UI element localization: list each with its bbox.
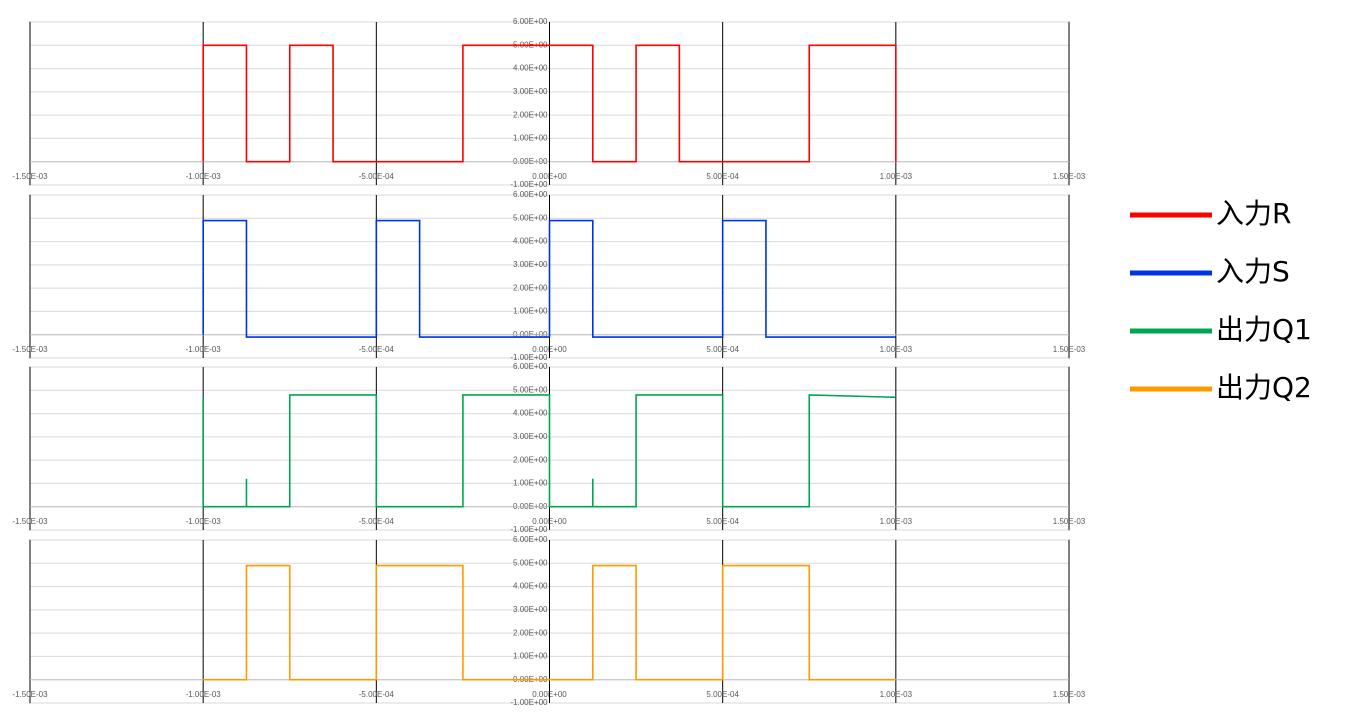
y-tick-label: 3.00E+00 <box>513 87 548 96</box>
x-tick-label: -5.00E-04 <box>359 172 395 181</box>
x-tick-label: -1.50E-03 <box>12 345 48 354</box>
y-tick-label: -1.00E+00 <box>510 180 548 189</box>
y-tick-label: 1.00E+00 <box>513 652 548 661</box>
x-tick-label: 1.00E-03 <box>880 345 913 354</box>
y-tick-label: 5.00E+00 <box>513 213 548 222</box>
legend-label: 入力S <box>1216 255 1290 288</box>
x-tick-label: 5.00E-04 <box>706 690 739 699</box>
x-tick-label: -1.50E-03 <box>12 517 48 526</box>
y-tick-label: 5.00E+00 <box>513 385 548 394</box>
y-tick-label: 4.00E+00 <box>513 64 548 73</box>
x-tick-label: 1.50E-03 <box>1053 517 1086 526</box>
series-line <box>202 44 897 163</box>
x-tick-label: 1.00E-03 <box>880 517 913 526</box>
legend-label: 出力Q2 <box>1216 371 1312 404</box>
y-tick-label: 4.00E+00 <box>513 409 548 418</box>
y-tick-label: 2.00E+00 <box>513 283 548 292</box>
x-tick-label: 1.00E-03 <box>880 172 913 181</box>
y-tick-label: 2.00E+00 <box>513 628 548 637</box>
y-tick-label: 5.00E+00 <box>513 558 548 567</box>
x-tick-label: 1.00E-03 <box>880 690 913 699</box>
y-tick-label: 3.00E+00 <box>513 432 548 441</box>
x-tick-label: -1.00E-03 <box>186 172 222 181</box>
y-tick-label: 4.00E+00 <box>513 582 548 591</box>
x-tick-label: -1.50E-03 <box>12 172 48 181</box>
y-tick-label: -1.00E+00 <box>510 353 548 362</box>
x-tick-label: -1.50E-03 <box>12 690 48 699</box>
y-tick-label: -1.00E+00 <box>510 525 548 534</box>
y-tick-label: 2.00E+00 <box>513 110 548 119</box>
x-tick-label: -1.00E-03 <box>186 517 222 526</box>
x-tick-label: -5.00E-04 <box>359 517 395 526</box>
x-tick-label: 1.50E-03 <box>1053 345 1086 354</box>
x-tick-label: 1.50E-03 <box>1053 172 1086 181</box>
y-tick-label: 3.00E+00 <box>513 605 548 614</box>
y-tick-label: 3.00E+00 <box>513 260 548 269</box>
series-line <box>202 219 896 338</box>
y-tick-label: 4.00E+00 <box>513 237 548 246</box>
x-tick-label: -5.00E-04 <box>359 345 395 354</box>
x-tick-label: 5.00E-04 <box>706 345 739 354</box>
x-tick-label: -5.00E-04 <box>359 690 395 699</box>
series-line <box>203 564 896 681</box>
x-tick-label: 1.50E-03 <box>1053 690 1086 699</box>
y-tick-label: 1.00E+00 <box>513 479 548 488</box>
x-tick-label: 5.00E-04 <box>706 517 739 526</box>
y-tick-label: -1.00E+00 <box>510 698 548 707</box>
y-tick-label: 2.00E+00 <box>513 455 548 464</box>
y-tick-label: 1.00E+00 <box>513 134 548 143</box>
x-tick-label: -1.00E-03 <box>186 345 222 354</box>
y-tick-label: 6.00E+00 <box>513 362 548 371</box>
x-tick-label: 5.00E-04 <box>706 172 739 181</box>
series-line <box>202 394 896 508</box>
y-tick-label: 1.00E+00 <box>513 307 548 316</box>
y-tick-label: 6.00E+00 <box>513 17 548 26</box>
y-tick-label: 6.00E+00 <box>513 190 548 199</box>
x-tick-label: -1.00E-03 <box>186 690 222 699</box>
legend-label: 入力R <box>1216 197 1291 230</box>
y-tick-label: 6.00E+00 <box>513 535 548 544</box>
legend-label: 出力Q1 <box>1216 313 1312 346</box>
